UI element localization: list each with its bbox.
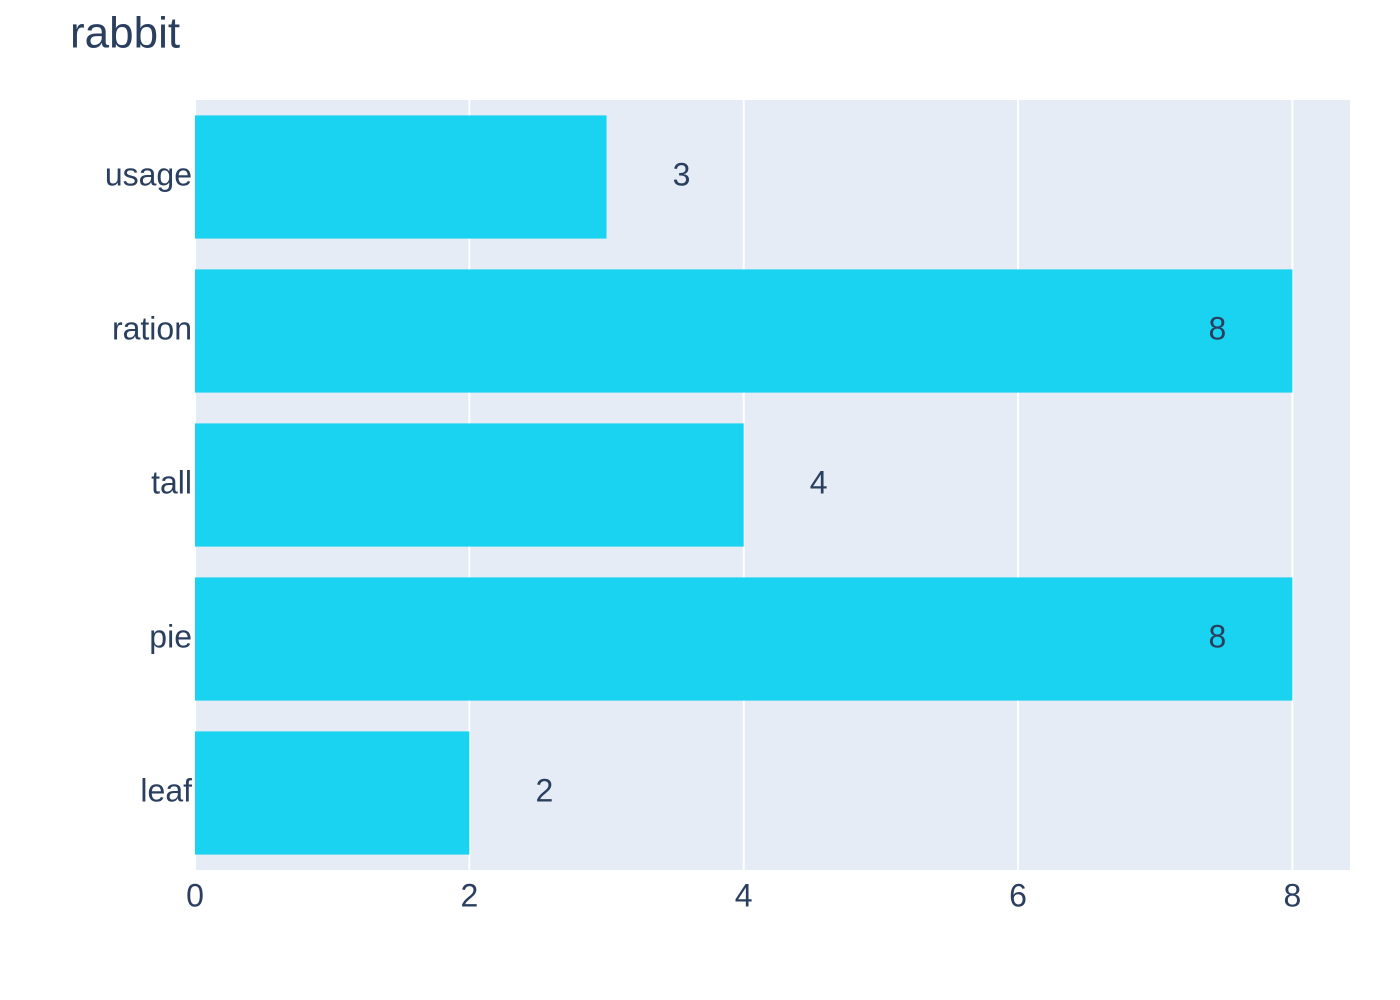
bar — [195, 423, 744, 547]
y-tick-label: tall — [151, 464, 192, 500]
y-tick-label: ration — [112, 310, 192, 346]
bar — [195, 269, 1293, 393]
value-label: 2 — [535, 772, 553, 808]
bar — [195, 115, 607, 239]
y-tick-label: leaf — [140, 772, 192, 808]
x-tick-label: 0 — [186, 877, 204, 913]
chart-title: rabbit — [70, 9, 180, 58]
y-tick-label: usage — [105, 156, 192, 192]
bar — [195, 577, 1293, 701]
value-label: 8 — [1208, 310, 1226, 346]
bar — [195, 731, 470, 855]
x-tick-label: 4 — [735, 877, 753, 913]
x-tick-label: 6 — [1009, 877, 1027, 913]
value-label: 8 — [1208, 618, 1226, 654]
value-label: 4 — [810, 464, 828, 500]
x-tick-label: 2 — [460, 877, 478, 913]
value-label: 3 — [673, 156, 691, 192]
y-tick-label: pie — [149, 618, 192, 654]
x-tick-label: 8 — [1283, 877, 1301, 913]
